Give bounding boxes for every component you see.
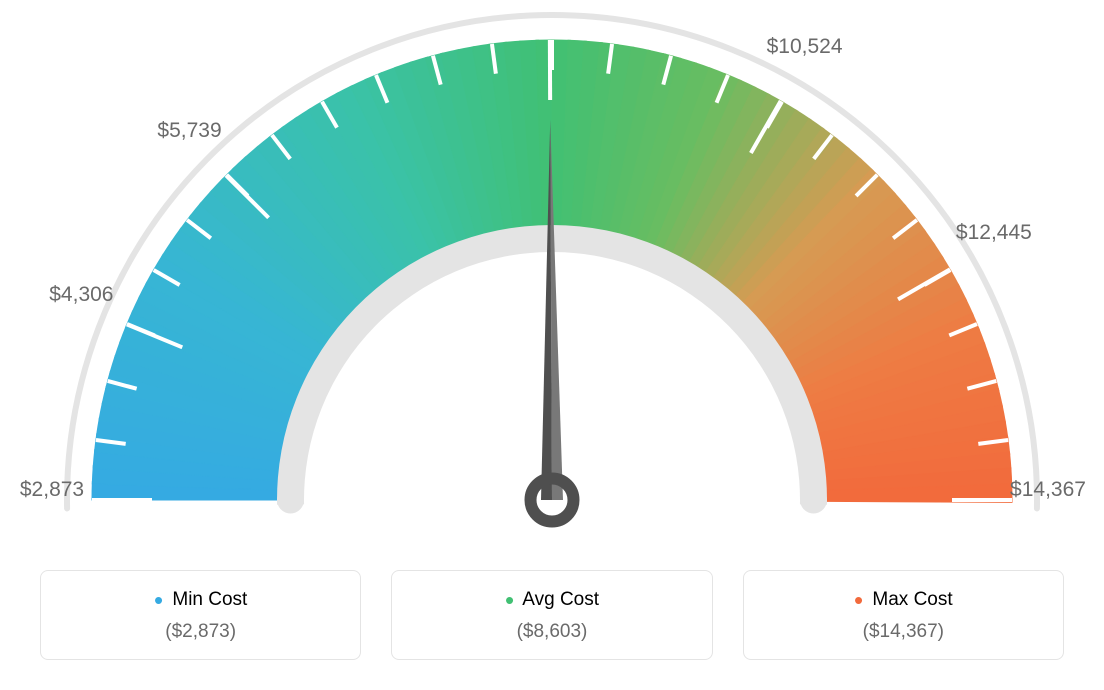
gauge-tick-label: $4,306 xyxy=(49,283,113,307)
cost-gauge: $2,873$4,306$5,739$8,603$10,524$12,445$1… xyxy=(0,0,1104,560)
legend-title-text: Min Cost xyxy=(172,589,247,610)
legend-title-min: • Min Cost xyxy=(51,589,350,611)
gauge-tick-label: $5,739 xyxy=(157,119,221,143)
gauge-tick-label: $14,367 xyxy=(1010,478,1086,502)
legend-value-min: ($2,873) xyxy=(51,621,350,643)
legend-value-avg: ($8,603) xyxy=(402,621,701,643)
legend-title-max: • Max Cost xyxy=(754,589,1053,611)
gauge-tick-label: $2,873 xyxy=(20,478,84,502)
legend-title-avg: • Avg Cost xyxy=(402,589,701,611)
dot-icon: • xyxy=(154,585,163,615)
dot-icon: • xyxy=(854,585,863,615)
legend-card-avg: • Avg Cost ($8,603) xyxy=(391,570,712,660)
legend-value-max: ($14,367) xyxy=(754,621,1053,643)
legend-card-max: • Max Cost ($14,367) xyxy=(743,570,1064,660)
legend-title-text: Avg Cost xyxy=(522,589,599,610)
gauge-svg xyxy=(0,0,1104,560)
dot-icon: • xyxy=(505,585,514,615)
legend-row: • Min Cost ($2,873) • Avg Cost ($8,603) … xyxy=(40,570,1064,660)
gauge-tick-label: $10,524 xyxy=(767,35,843,59)
legend-card-min: • Min Cost ($2,873) xyxy=(40,570,361,660)
gauge-tick-label: $12,445 xyxy=(956,221,1032,245)
legend-title-text: Max Cost xyxy=(872,589,952,610)
